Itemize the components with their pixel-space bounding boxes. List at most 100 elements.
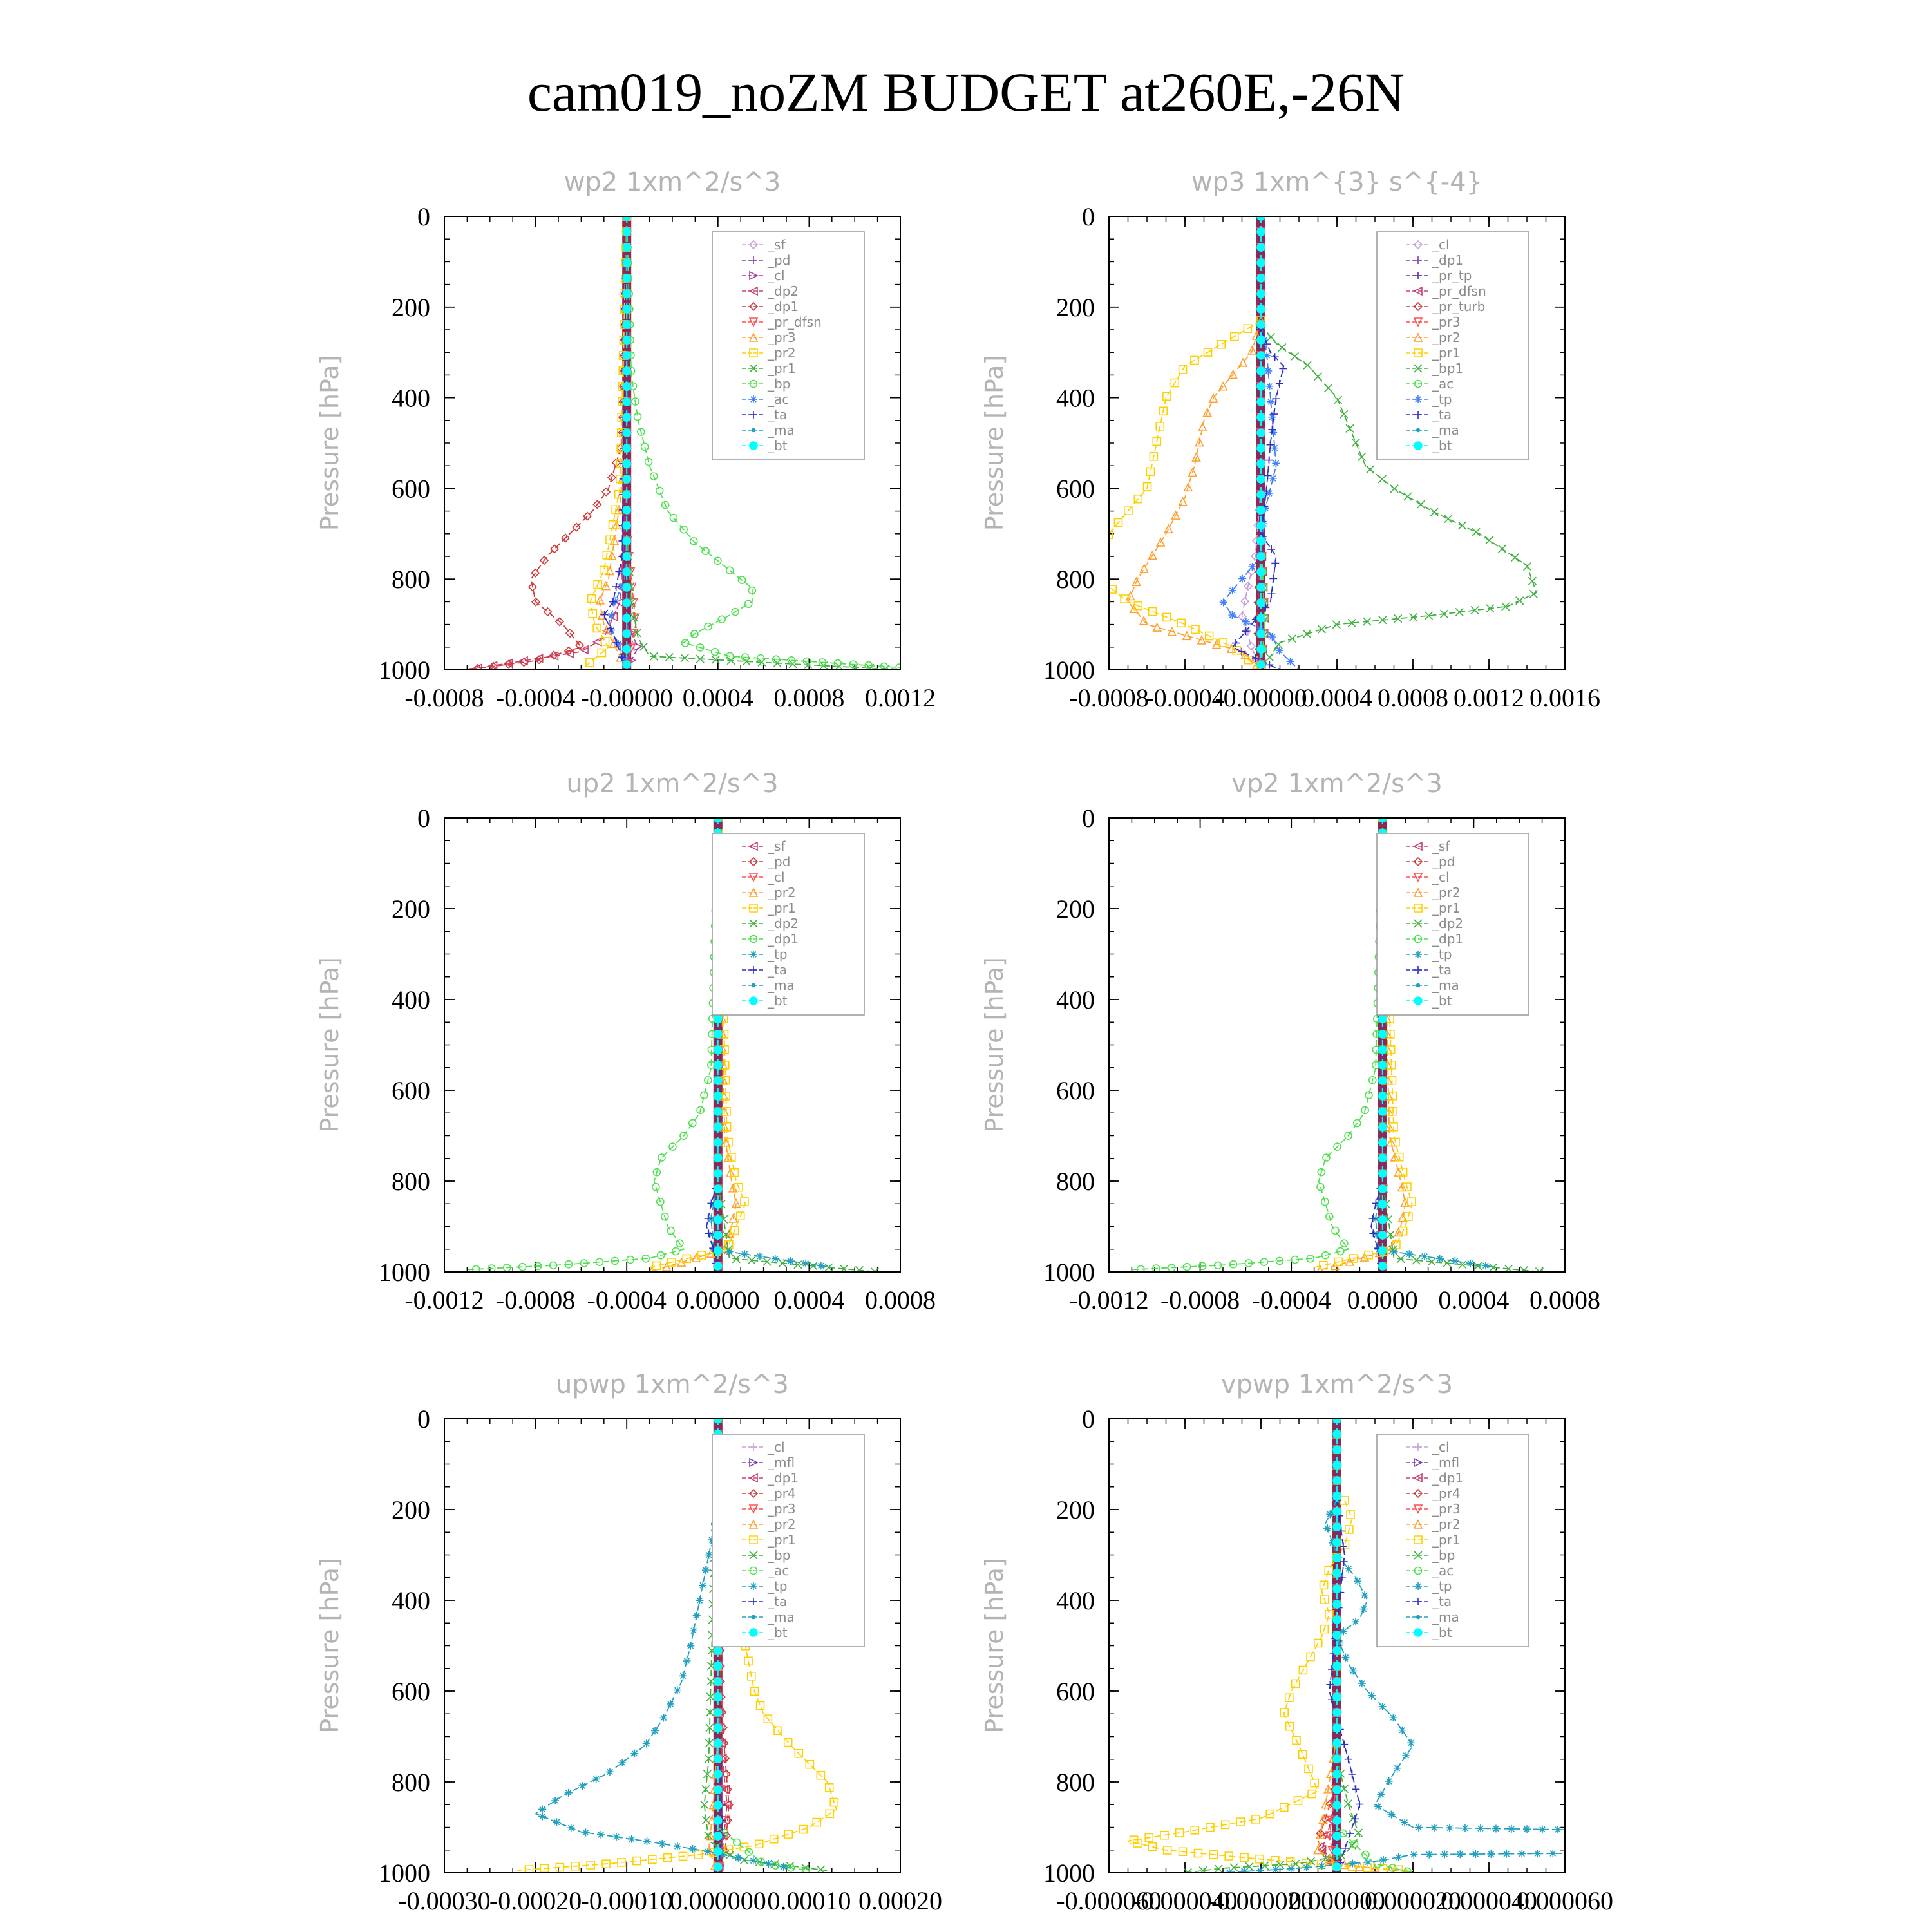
data-point: [1401, 1818, 1409, 1826]
data-point: [660, 1212, 669, 1221]
y-tick-label: 400: [392, 1586, 430, 1615]
data-point: [531, 568, 540, 578]
data-point: [714, 1169, 723, 1178]
data-point: [1193, 1848, 1203, 1858]
data-point: [1275, 1256, 1284, 1265]
x-tick-label: 0.000000: [670, 1886, 766, 1915]
data-point: [714, 1785, 723, 1794]
legend-label: _dp1: [767, 1470, 799, 1486]
data-point: [1256, 567, 1265, 576]
data-point: [725, 566, 734, 574]
data-point: [1724, 1828, 1732, 1836]
data-point: [1549, 1850, 1557, 1858]
legend-marker: [748, 1519, 759, 1529]
data-point: [1332, 1476, 1341, 1485]
data-point: [680, 654, 689, 663]
legend-label: _bt: [767, 438, 788, 453]
data-point: [1331, 1226, 1340, 1235]
x-tick-label: 0.000000: [1289, 1886, 1385, 1915]
data-point: [1198, 1866, 1208, 1873]
legend-marker: [1414, 1598, 1422, 1605]
legend-marker: [750, 411, 757, 419]
data-point: [1124, 506, 1133, 515]
data-point: [701, 1566, 710, 1575]
data-point: [1396, 1255, 1405, 1264]
legend-marker: [749, 904, 758, 913]
data-point: [724, 1137, 733, 1147]
data-point: [1693, 1828, 1701, 1835]
data-point: [1265, 653, 1274, 662]
legend-marker: [1414, 1535, 1423, 1544]
data-point: [1285, 1693, 1294, 1702]
x-tick-label: -0.0004: [587, 1285, 667, 1314]
legend-marker: [749, 919, 758, 928]
legend-label: _pr2: [767, 885, 796, 900]
x-tick-label: 0.0008: [773, 683, 844, 712]
data-point: [1365, 465, 1375, 474]
data-point: [1238, 357, 1248, 367]
panel-title: upwp 1xm^2/s^3: [556, 1370, 789, 1399]
data-point: [714, 1723, 723, 1732]
legend-marker: [1413, 301, 1423, 312]
data-point: [1256, 413, 1265, 422]
data-point: [1291, 1679, 1300, 1689]
legend-marker: [1413, 1519, 1423, 1529]
x-tick-label: 0.00010: [767, 1886, 851, 1915]
legend-label: _tp: [1432, 1578, 1452, 1594]
data-point: [1256, 289, 1265, 298]
data-point: [632, 1856, 641, 1866]
data-point: [1332, 1646, 1341, 1655]
data-point: [1369, 1229, 1378, 1238]
data-point: [784, 1830, 793, 1839]
data-point: [1497, 544, 1506, 553]
data-point: [1256, 624, 1264, 632]
data-point: [1662, 1828, 1670, 1835]
data-point: [1389, 1714, 1397, 1722]
data-point: [1268, 632, 1276, 641]
x-tick-label: -0.0004: [496, 683, 575, 712]
data-point: [1256, 521, 1265, 530]
data-point: [622, 475, 632, 484]
data-point: [1152, 622, 1162, 632]
data-point: [622, 490, 632, 499]
data-point: [742, 657, 751, 666]
data-point: [1340, 410, 1349, 419]
legend-marker: [748, 1473, 758, 1483]
data-point: [696, 643, 705, 652]
series-dp1: [1132, 818, 1387, 1272]
data-point: [640, 442, 649, 451]
legend-marker: [750, 951, 757, 958]
data-point: [1317, 625, 1326, 634]
data-point: [1265, 382, 1274, 390]
legend-label: _bt: [767, 993, 788, 1009]
data-point: [1457, 521, 1467, 530]
y-tick-label: 800: [392, 565, 430, 594]
data-point: [609, 535, 620, 545]
legend-marker: [749, 348, 758, 357]
data-point: [1321, 1799, 1331, 1809]
panel-title: vp2 1xm^2/s^3: [1231, 769, 1443, 799]
data-point: [551, 1797, 560, 1805]
legend-marker: [1413, 857, 1423, 867]
legend-marker: [749, 996, 758, 1005]
data-point: [703, 1075, 712, 1084]
data-point: [734, 1853, 743, 1862]
data-point: [1313, 1638, 1323, 1648]
legend-marker: [1416, 1615, 1421, 1620]
legend-label: _pd: [1432, 854, 1455, 869]
data-point: [1256, 320, 1265, 329]
legend-label: _pr2: [1432, 1517, 1461, 1532]
data-point: [587, 594, 596, 603]
data-point: [1387, 1810, 1396, 1819]
data-point: [1267, 545, 1276, 553]
data-point: [1332, 1692, 1341, 1701]
data-point: [644, 457, 653, 466]
data-point: [744, 1848, 753, 1857]
legend-label: _tp: [1432, 392, 1452, 407]
data-point: [724, 1240, 734, 1249]
data-point: [1256, 336, 1265, 345]
data-point: [1279, 365, 1287, 373]
data-point: [1445, 1824, 1454, 1832]
data-point: [1390, 1247, 1398, 1256]
data-point: [600, 637, 610, 646]
